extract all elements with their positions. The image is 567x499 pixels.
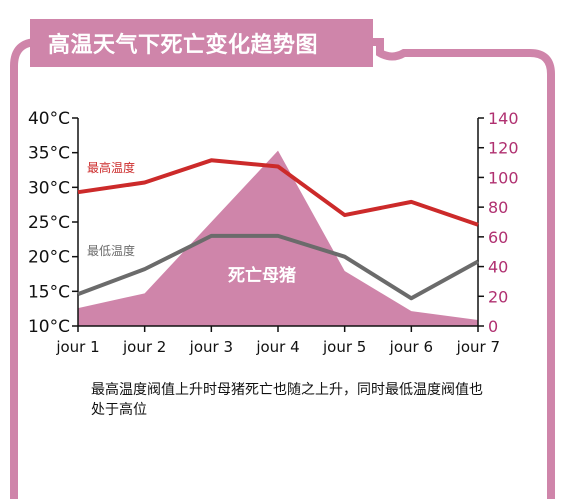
right-tick-label: 60	[488, 228, 508, 247]
series-label-max-temp: 最高温度	[87, 160, 135, 175]
right-tick-label: 80	[488, 198, 508, 217]
right-tick-label: 120	[488, 139, 519, 158]
left-tick-label: 30°C	[28, 178, 70, 198]
x-tick-label: jour 6	[389, 338, 433, 356]
frame-border	[10, 38, 555, 499]
right-tick-label: 40	[488, 258, 508, 277]
area-series-label: 死亡母猪	[228, 265, 296, 286]
line-series-min-temp	[77, 233, 479, 301]
right-tick-label: 20	[488, 287, 508, 306]
left-tick-label: 35°C	[28, 144, 70, 164]
plot-area: 死亡母猪 10°C 15°C 20°C 25°C 30°C 35°C 40°C 0 20 40 60 8…	[28, 109, 519, 356]
right-tick-label: 140	[488, 109, 519, 128]
chart-title: 高温天气下死亡变化趋势图	[48, 33, 319, 58]
x-tick-label: jour 1	[55, 338, 99, 356]
left-tick-label: 15°C	[28, 282, 70, 302]
left-tick-label: 20°C	[28, 248, 70, 268]
left-tick-label: 25°C	[28, 213, 70, 233]
right-tick-label: 100	[488, 168, 519, 187]
x-tick-label: jour 4	[255, 338, 299, 356]
x-tick-label: jour 3	[189, 338, 233, 356]
x-tick-label: jour 5	[322, 338, 366, 356]
x-tick-label: jour 2	[122, 338, 166, 356]
left-tick-label: 10°C	[28, 317, 70, 337]
right-tick-label: 0	[488, 317, 498, 336]
x-tick-label: jour 7	[456, 338, 500, 356]
title-banner	[30, 19, 373, 67]
line-series-max-temp	[77, 158, 479, 227]
left-tick-label: 40°C	[28, 109, 70, 129]
chart-caption: 最高温度阀值上升时母猪死亡也随之上升，同时最低温度阀值也处于高位	[91, 382, 483, 418]
series-label-min-temp: 最低温度	[87, 243, 135, 258]
area-series-dead-sows	[78, 150, 478, 326]
